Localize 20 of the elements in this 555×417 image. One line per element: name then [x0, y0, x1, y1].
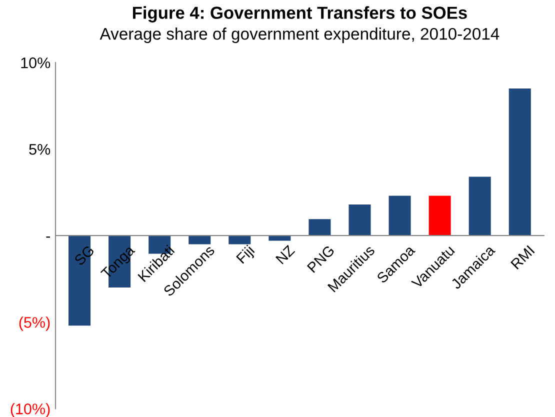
y-tick-label: (5%): [19, 316, 50, 331]
bar: [428, 196, 451, 236]
x-tick-label: NZ: [275, 244, 296, 264]
y-tick-label: 5%: [29, 144, 50, 155]
y-tick-label: -: [46, 236, 50, 238]
x-tick-label: Fiji: [236, 244, 257, 266]
x-tick-label: RMI: [510, 245, 535, 270]
bar: [228, 236, 251, 244]
bar: [468, 176, 491, 236]
y-tick-label: 10%: [21, 57, 50, 68]
x-tick-label: SG: [74, 244, 95, 266]
bar: [188, 236, 211, 244]
bar: [308, 219, 331, 236]
bar: [268, 236, 291, 241]
y-tick-label: (10%): [10, 403, 50, 417]
chart-subtitle: Average share of government expenditure, 2010-2014: [100, 28, 500, 44]
bar: [388, 196, 411, 236]
bar: [348, 204, 371, 236]
chart-title: Figure 4: Government Transfers to SOEs: [133, 6, 467, 22]
bar: [508, 88, 531, 236]
